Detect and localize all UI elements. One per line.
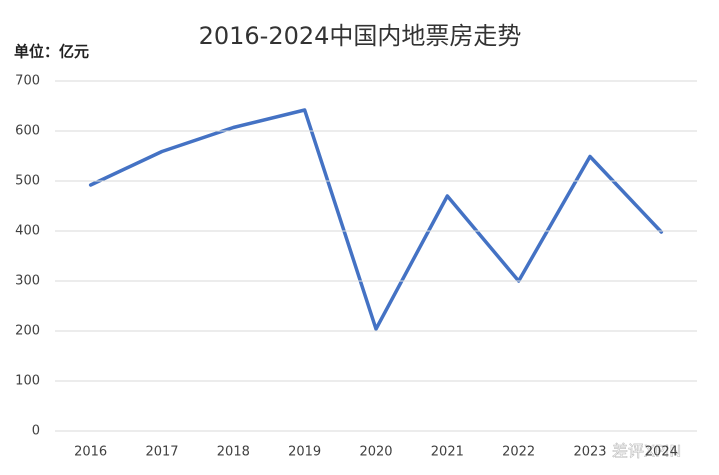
line bbox=[88, 108, 664, 331]
y-tick-label: 0 bbox=[32, 424, 40, 439]
y-tick-label: 600 bbox=[15, 124, 40, 139]
y-axis-label: 单位：亿元 bbox=[14, 43, 89, 61]
watermark: 差评XPIN bbox=[612, 442, 681, 461]
y-tick-label: 100 bbox=[15, 374, 40, 389]
x-tick-label: 2021 bbox=[431, 445, 464, 460]
x-tick-label: 2022 bbox=[502, 445, 535, 460]
x-tick-label: 2018 bbox=[217, 445, 250, 460]
y-tick-label: 200 bbox=[15, 324, 40, 339]
chart-title: 2016-2024中国内地票房走势 bbox=[199, 22, 522, 50]
y-tick-label: 300 bbox=[15, 274, 40, 289]
x-tick-label: 2023 bbox=[573, 445, 606, 460]
y-tick-label: 500 bbox=[15, 174, 40, 189]
x-tick-label: 2016 bbox=[74, 445, 107, 460]
x-tick-label: 2017 bbox=[145, 445, 178, 460]
x-tick-label: 2024 bbox=[645, 445, 678, 460]
x-tick-label: 2019 bbox=[288, 445, 321, 460]
x-tick-label: 2020 bbox=[359, 445, 392, 460]
y-tick-label: 700 bbox=[15, 74, 40, 89]
y-tick-label: 400 bbox=[15, 224, 40, 239]
